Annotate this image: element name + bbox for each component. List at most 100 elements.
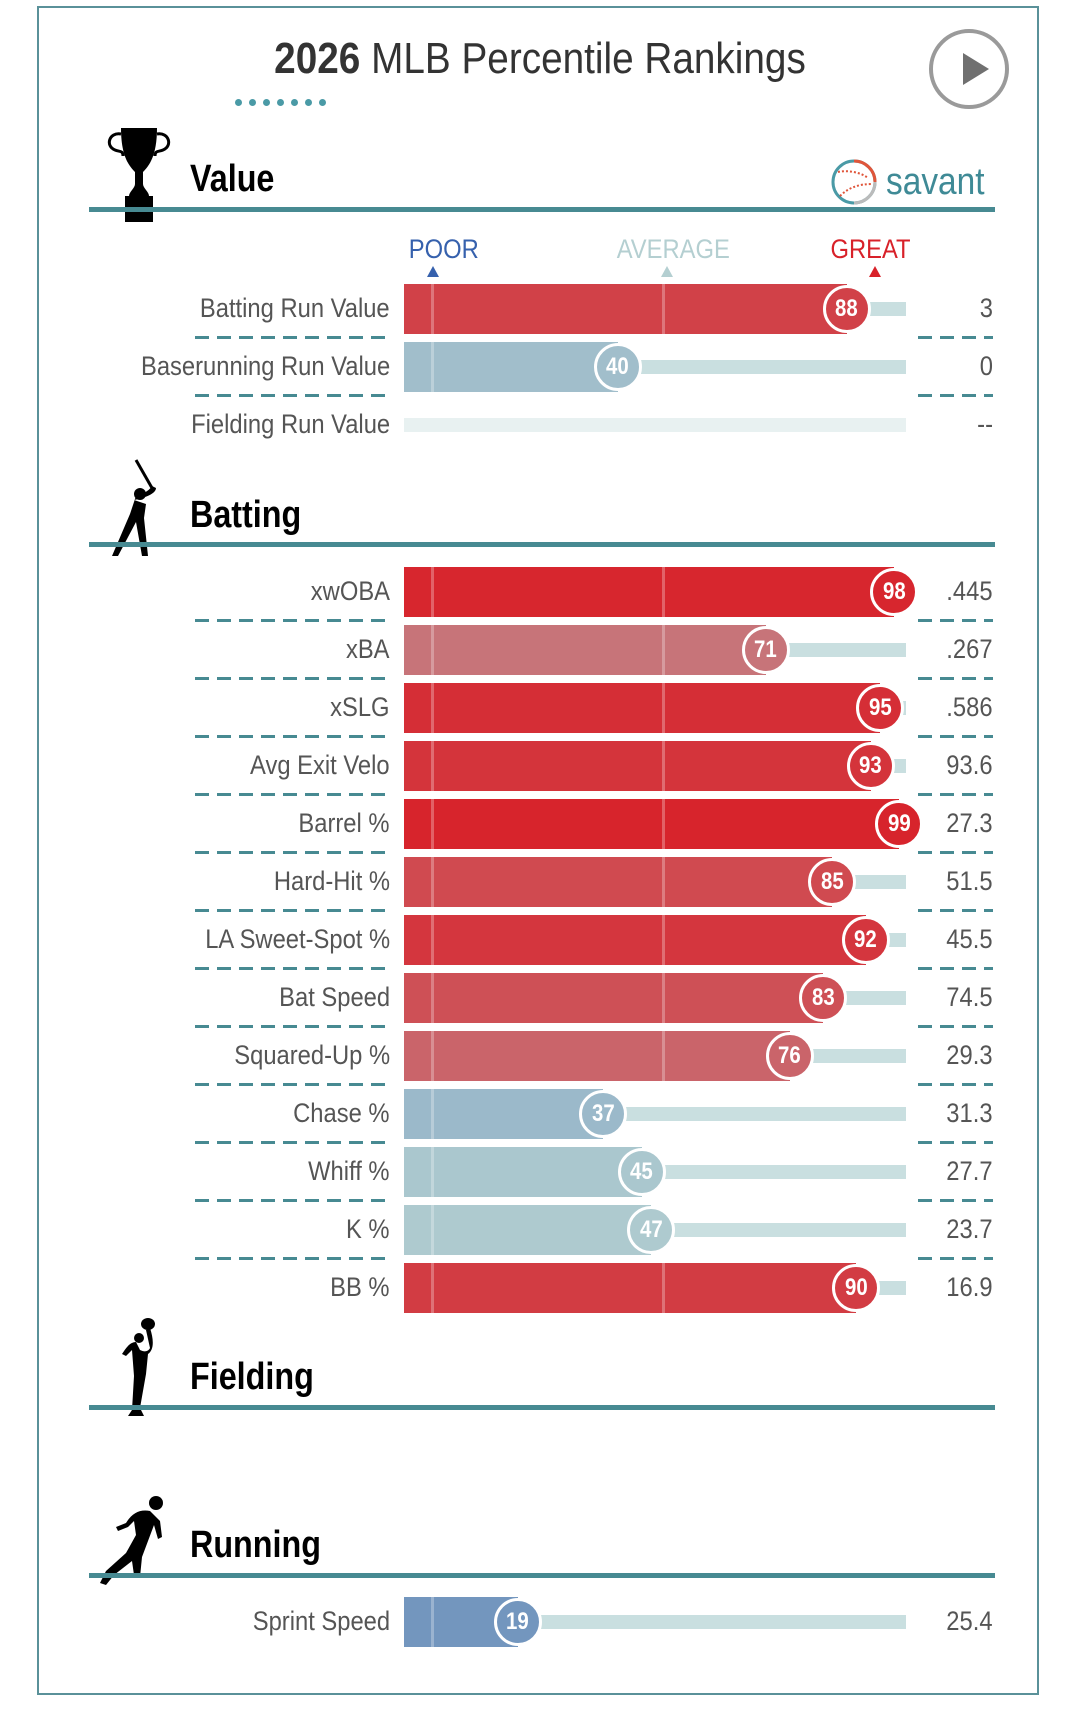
metric-label: Whiff % <box>308 1156 390 1186</box>
bar-tick <box>431 1597 434 1647</box>
play-button[interactable] <box>929 29 1009 109</box>
percentile-bar <box>404 973 823 1023</box>
baseball-icon <box>831 159 877 205</box>
title-year: 2026 <box>274 34 361 83</box>
bar-tick <box>662 1031 665 1081</box>
metric-label: Hard-Hit % <box>273 866 390 896</box>
trophy-icon <box>107 128 171 222</box>
metric-value: 93.6 <box>946 750 993 780</box>
bar-tick <box>431 741 434 791</box>
percentile-track <box>404 418 906 450</box>
row-divider <box>195 394 390 397</box>
row-divider <box>918 1083 993 1086</box>
percentile-badge: 40 <box>593 343 642 391</box>
bar-tick <box>662 741 665 791</box>
percentile-value: 37 <box>592 1100 615 1127</box>
metric-row: Avg Exit Velo 93 93.6 <box>0 735 1080 791</box>
section-rule-running <box>89 1573 995 1578</box>
section-title-batting: Batting <box>190 494 302 536</box>
row-divider <box>918 1141 993 1144</box>
percentile-value: 47 <box>639 1216 663 1243</box>
metric-label: Batting Run Value <box>200 293 390 323</box>
percentile-badge: 98 <box>870 568 919 616</box>
percentile-bar <box>404 741 871 791</box>
section-rule-fielding <box>89 1405 995 1410</box>
section-rule-value <box>89 207 995 212</box>
percentile-badge: 45 <box>617 1148 666 1196</box>
metric-value: -- <box>977 409 993 439</box>
metric-row: Bat Speed 83 74.5 <box>0 967 1080 1023</box>
bar-tick <box>431 857 434 907</box>
percentile-bar <box>404 342 618 392</box>
bar-tick <box>662 799 665 849</box>
metric-row: LA Sweet-Spot % 92 45.5 <box>0 909 1080 965</box>
runner-icon <box>100 1496 163 1585</box>
row-divider <box>918 336 993 339</box>
metric-value: .267 <box>946 634 993 664</box>
metric-row: Barrel % 99 27.3 <box>0 793 1080 849</box>
metric-label: Squared-Up % <box>234 1040 390 1070</box>
percentile-value: 76 <box>778 1042 801 1069</box>
metric-value: .445 <box>946 576 993 606</box>
bar-tick <box>662 973 665 1023</box>
row-divider <box>195 851 390 854</box>
track-tick <box>872 1067 875 1081</box>
metric-value: 0 <box>979 351 993 381</box>
row-divider <box>918 1025 993 1028</box>
bar-tick <box>431 799 434 849</box>
row-divider <box>195 1141 390 1144</box>
metric-value: .586 <box>946 692 993 722</box>
metric-label: Chase % <box>293 1098 390 1128</box>
row-divider <box>195 735 390 738</box>
percentile-badge: 76 <box>765 1032 814 1080</box>
row-divider <box>918 735 993 738</box>
batter-icon <box>112 459 156 556</box>
metric-label: LA Sweet-Spot % <box>205 924 390 954</box>
row-divider <box>918 851 993 854</box>
percentile-value: 98 <box>883 578 906 605</box>
metric-label: BB % <box>330 1272 390 1302</box>
percentile-value: 99 <box>887 810 911 837</box>
metric-row: xBA 71 .267 <box>0 619 1080 675</box>
metric-row: Fielding Run Value -- <box>0 394 1080 450</box>
metric-row: Chase % 37 31.3 <box>0 1083 1080 1139</box>
row-divider <box>918 967 993 970</box>
percentile-badge: 99 <box>875 800 924 848</box>
bar-tick <box>431 1031 434 1081</box>
fielder-icon <box>122 1318 155 1416</box>
track-tick <box>872 1241 875 1255</box>
track-tick <box>872 661 875 675</box>
bar-tick <box>431 1205 434 1255</box>
percentile-badge: 47 <box>627 1206 676 1254</box>
percentile-bar <box>404 1031 790 1081</box>
metric-label: Bat Speed <box>279 982 390 1012</box>
row-divider <box>195 1083 390 1086</box>
percentile-value: 93 <box>859 752 882 779</box>
metric-label: xBA <box>346 634 390 664</box>
scale-label-average: AVERAGE <box>616 234 730 264</box>
row-divider <box>195 909 390 912</box>
metric-label: Sprint Speed <box>252 1606 390 1636</box>
percentile-bar <box>404 683 881 733</box>
row-divider <box>918 909 993 912</box>
bar-tick <box>431 342 434 392</box>
percentile-badge: 85 <box>808 858 857 906</box>
bar-tick <box>431 284 434 334</box>
bar-tick <box>662 284 665 334</box>
percentile-badge: 88 <box>822 285 871 333</box>
scale-label-great: GREAT <box>830 234 911 264</box>
metric-value: 16.9 <box>946 1272 993 1302</box>
percentile-value: 95 <box>868 694 892 721</box>
metric-label: Barrel % <box>298 808 390 838</box>
percentile-value: 45 <box>630 1158 653 1185</box>
track-tick <box>872 1125 875 1139</box>
track-tick <box>662 1183 665 1197</box>
track-tick <box>872 1633 875 1647</box>
percentile-badge: 93 <box>846 742 895 790</box>
metric-row: xSLG 95 .586 <box>0 677 1080 733</box>
percentile-badge: 37 <box>579 1090 628 1138</box>
bar-tick <box>431 915 434 965</box>
track-tick <box>662 436 665 450</box>
section-rule-batting <box>89 542 995 547</box>
metric-value: 31.3 <box>946 1098 993 1128</box>
